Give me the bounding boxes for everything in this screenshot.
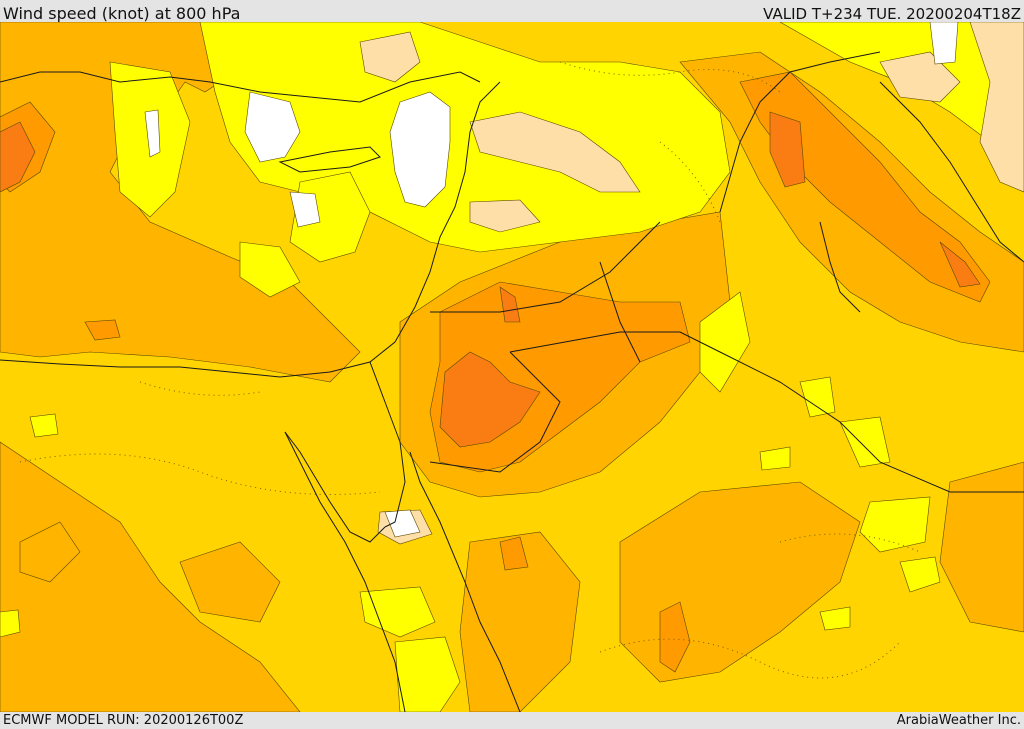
syria-iraq-border bbox=[599, 261, 641, 363]
persian-gulf-coast bbox=[819, 221, 861, 313]
red-sea-east-coast bbox=[409, 451, 521, 712]
red-sea-west-coast bbox=[284, 431, 406, 712]
gulf-of-suez bbox=[284, 431, 386, 543]
gulf-of-aqaba bbox=[384, 441, 406, 528]
map-canvas bbox=[0, 22, 1024, 712]
egypt-israel-border bbox=[369, 361, 401, 443]
cyprus bbox=[278, 146, 381, 173]
iraq-iran-border bbox=[719, 51, 881, 213]
credit: ArabiaWeather Inc. bbox=[896, 713, 1021, 728]
mediterranean-south-coast bbox=[0, 81, 501, 378]
jordan-south-border bbox=[429, 351, 561, 473]
footer-bar: ECMWF MODEL RUN: 20200126T00Z ArabiaWeat… bbox=[0, 712, 1024, 729]
dotted-contours bbox=[19, 61, 921, 679]
valid-time: VALID T+234 TUE. 20200204T18Z bbox=[763, 5, 1021, 23]
zone-calm bbox=[144, 22, 959, 538]
iran-coast bbox=[879, 81, 1024, 263]
zone-peach bbox=[359, 22, 1024, 545]
turkey-coast bbox=[0, 71, 481, 103]
wind-speed-map[interactable] bbox=[0, 22, 1024, 712]
zone-dark-orange bbox=[0, 111, 981, 448]
header-bar: Wind speed (knot) at 800 hPa VALID T+234… bbox=[0, 0, 1024, 23]
model-run: ECMWF MODEL RUN: 20200126T00Z bbox=[3, 713, 244, 728]
map-title: Wind speed (knot) at 800 hPa bbox=[3, 4, 241, 23]
saudi-jordan-border bbox=[509, 331, 1024, 493]
jordan-border bbox=[430, 221, 661, 313]
boundaries bbox=[0, 51, 1024, 712]
zone-light-yellow bbox=[0, 22, 1024, 712]
